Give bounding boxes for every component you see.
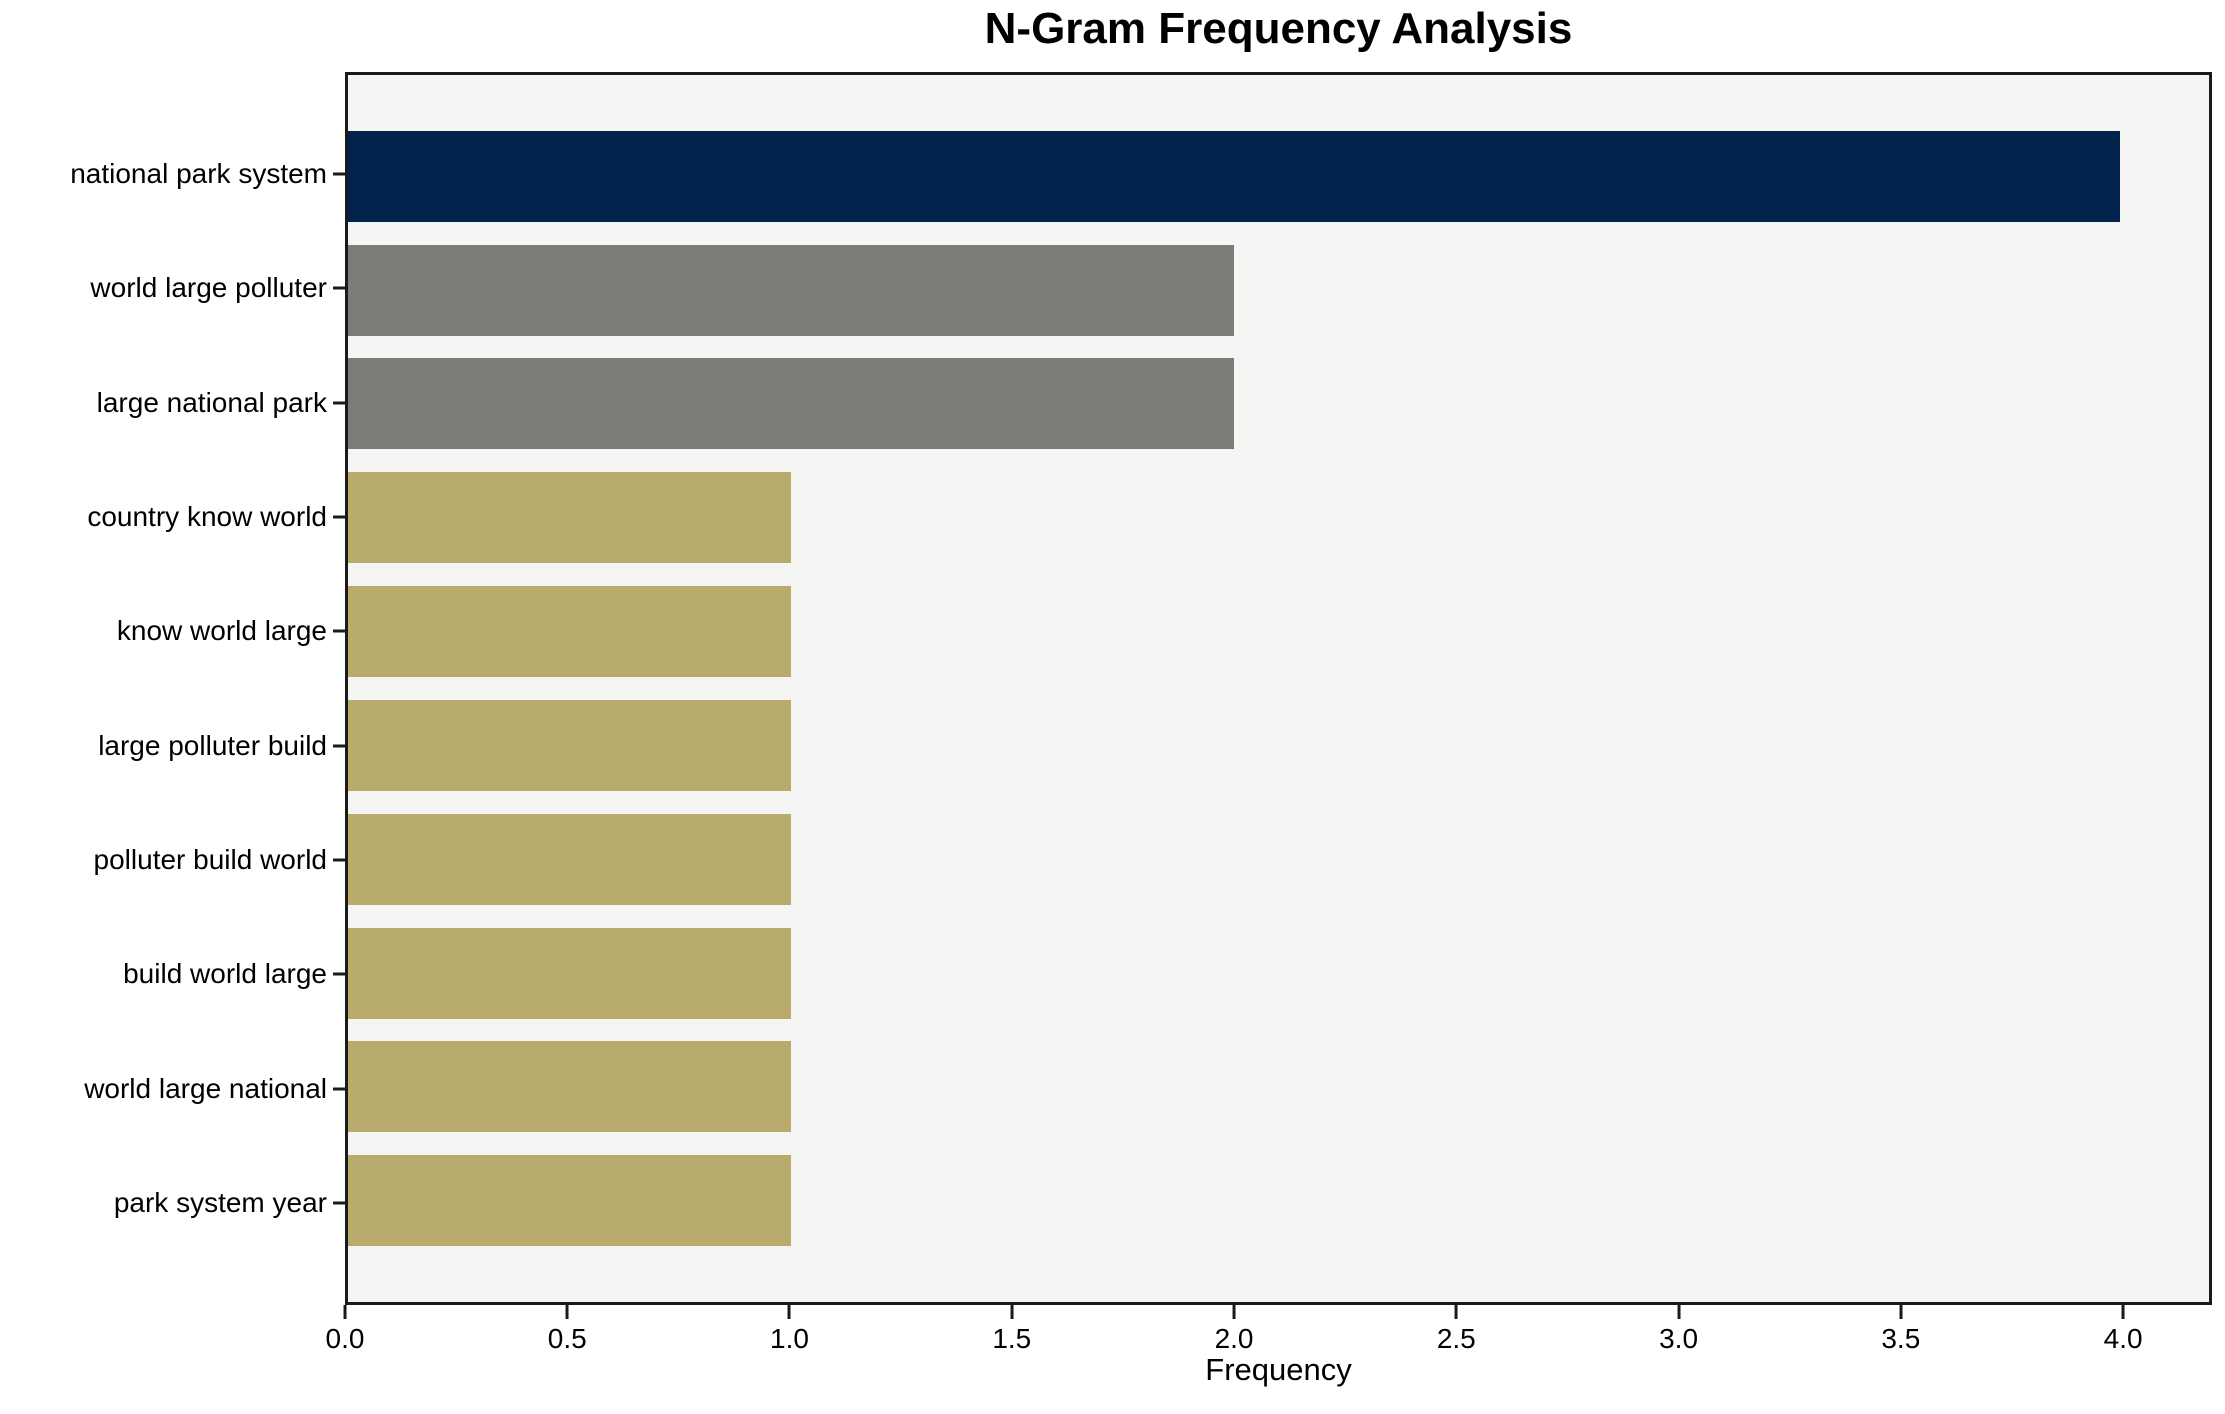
bar-10	[348, 1155, 792, 1247]
x-tick-label: 3.0	[1659, 1323, 1699, 1354]
y-tick-mark-1	[333, 172, 345, 176]
y-tick-mark-6	[333, 744, 345, 748]
x-tick-4.0: 4.0	[2104, 1305, 2143, 1355]
bar-5	[348, 586, 792, 678]
chart-title: N-Gram Frequency Analysis	[984, 4, 1573, 53]
x-tick-mark	[1010, 1305, 1014, 1319]
y-tick-label-5: know world large	[116, 615, 327, 647]
y-tick-mark-3	[333, 401, 345, 405]
bar-9	[348, 1041, 792, 1133]
y-axis-tick-marks	[333, 72, 345, 1305]
x-tick-2.0: 2.0	[1215, 1305, 1254, 1355]
x-tick-1.5: 1.5	[992, 1305, 1031, 1355]
y-tick-label-6: large polluter build	[98, 729, 327, 761]
bar-7	[348, 813, 792, 905]
y-tick-label-2: world large polluter	[90, 272, 327, 304]
bar-2	[348, 244, 1235, 336]
y-tick-label-1: national park system	[70, 157, 327, 189]
x-tick-label: 0.5	[547, 1323, 587, 1354]
y-tick-label-8: build world large	[123, 958, 327, 990]
x-tick-mark	[1899, 1305, 1903, 1319]
y-tick-mark-5	[333, 629, 345, 633]
x-tick-2.5: 2.5	[1437, 1305, 1476, 1355]
bar-1	[348, 130, 2121, 222]
x-tick-label: 1.0	[770, 1323, 809, 1354]
y-tick-label-3: large national park	[96, 386, 327, 418]
x-tick-mark	[565, 1305, 569, 1319]
plot-area	[345, 72, 2212, 1305]
y-axis-labels: national park system world large polluter…	[0, 72, 327, 1305]
x-tick-mark	[788, 1305, 792, 1319]
y-tick-label-10: park system year	[113, 1187, 327, 1219]
y-tick-mark-7	[333, 858, 345, 862]
bar-8	[348, 927, 792, 1019]
bars-layer	[348, 75, 2209, 1302]
y-tick-label-4: country know world	[87, 500, 327, 532]
y-tick-mark-4	[333, 515, 345, 519]
x-tick-mark	[2121, 1305, 2125, 1319]
x-tick-mark	[343, 1305, 347, 1319]
y-tick-label-7: polluter build world	[93, 844, 327, 876]
x-tick-0.0: 0.0	[325, 1305, 365, 1355]
bar-6	[348, 699, 792, 791]
x-tick-1.0: 1.0	[770, 1305, 809, 1355]
x-tick-label: 3.5	[1881, 1323, 1921, 1354]
y-tick-label-9: world large national	[84, 1072, 327, 1104]
x-tick-mark	[1677, 1305, 1681, 1319]
y-tick-mark-8	[333, 972, 345, 976]
x-tick-mark	[1232, 1305, 1236, 1319]
x-tick-label: 0.0	[325, 1323, 365, 1354]
y-tick-mark-9	[333, 1087, 345, 1091]
x-axis-ticks: 0.0 0.5 1.0 1.5 2.0 2.5 3.0 3.5 4.0	[326, 1305, 2212, 1375]
x-tick-label: 2.0	[1214, 1323, 1254, 1354]
x-axis-title: Frequency	[1205, 1352, 1352, 1387]
x-tick-0.5: 0.5	[548, 1305, 587, 1355]
x-tick-mark	[1454, 1305, 1458, 1319]
x-tick-label: 1.5	[992, 1323, 1032, 1354]
x-tick-3.0: 3.0	[1659, 1305, 1698, 1355]
x-tick-label: 2.5	[1436, 1323, 1476, 1354]
x-tick-3.5: 3.5	[1881, 1305, 1920, 1355]
y-tick-mark-2	[333, 286, 345, 290]
y-tick-mark-10	[333, 1201, 345, 1205]
bar-3	[348, 358, 1235, 450]
x-tick-label: 4.0	[2103, 1323, 2143, 1354]
bar-4	[348, 472, 792, 564]
